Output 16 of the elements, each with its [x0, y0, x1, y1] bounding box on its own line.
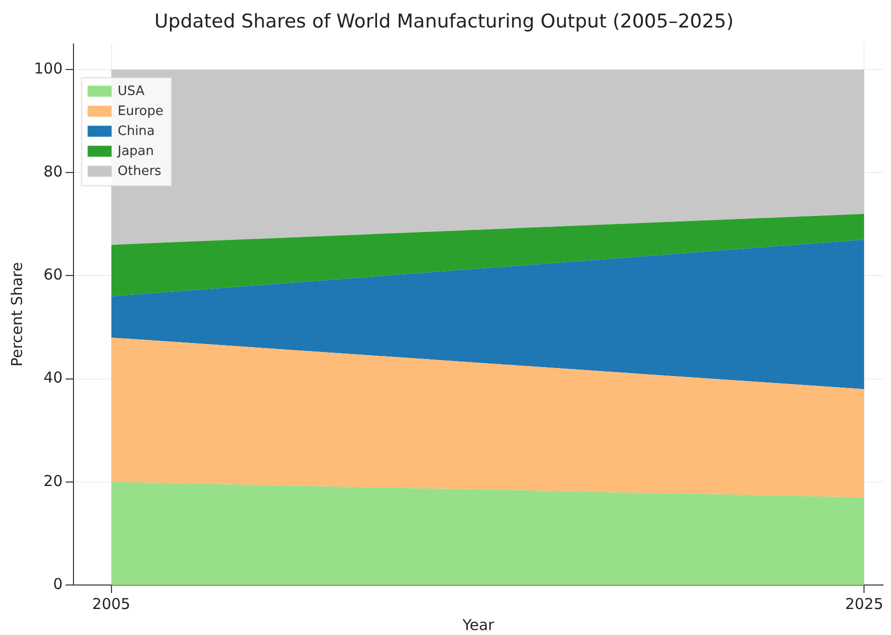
legend-label: Others [118, 164, 162, 180]
y-tick-label: 40 [44, 368, 63, 387]
y-tick-label: 100 [34, 59, 63, 78]
y-tick-label: 60 [44, 266, 63, 284]
x-tick-label: 2005 [92, 594, 130, 613]
chart-title: Updated Shares of World Manufacturing Output (2005–2025) [154, 10, 734, 32]
legend-label: China [118, 124, 155, 140]
y-tick-label: 20 [44, 472, 63, 490]
legend-label: Japan [116, 144, 154, 160]
legend-label: Europe [118, 104, 164, 120]
y-tick-label: 80 [44, 162, 63, 181]
y-tick-label: 0 [53, 574, 63, 593]
x-axis-title: Year [461, 616, 496, 634]
y-axis-title: Percent Share [8, 262, 26, 367]
legend-label: USA [118, 84, 145, 100]
x-tick-label: 2025 [845, 594, 884, 613]
